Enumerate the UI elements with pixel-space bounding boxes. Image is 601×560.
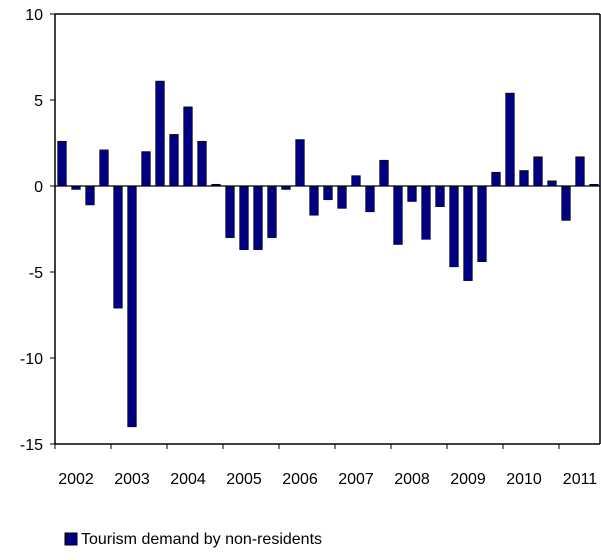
bar (435, 185, 445, 207)
y-tick-label: 10 (25, 7, 43, 24)
bar (463, 185, 473, 281)
bar (533, 156, 543, 187)
bar (561, 185, 571, 221)
bar (309, 185, 319, 216)
bar (239, 185, 249, 250)
bar (449, 185, 459, 268)
x-tick-label: 2009 (450, 471, 486, 488)
bar (505, 92, 515, 187)
bars-group (57, 80, 599, 428)
bar (379, 159, 389, 187)
x-axis: 2002 2003 2004 2005 2006 2007 2008 2009 2010 2011 (54, 444, 598, 488)
bar (113, 185, 123, 309)
bar (351, 175, 361, 187)
y-tick-label: -5 (29, 265, 43, 282)
x-tick-label: 2003 (114, 471, 150, 488)
bar (393, 185, 403, 245)
x-tick-label: 2008 (394, 471, 430, 488)
bar (169, 134, 179, 187)
bar (491, 171, 501, 187)
bar (421, 185, 431, 240)
y-axis: 10 5 0 -5 -10 -15 (20, 7, 55, 454)
x-tick-label: 2004 (170, 471, 206, 488)
bar (365, 185, 375, 213)
x-tick-label: 2010 (506, 471, 542, 488)
bar (197, 140, 207, 187)
x-tick-label: 2011 (563, 471, 598, 488)
bar (337, 185, 347, 209)
bar (477, 185, 487, 262)
bar (141, 151, 151, 187)
bar (127, 185, 137, 428)
x-tick-label: 2005 (226, 471, 262, 488)
y-tick-label: -15 (20, 437, 43, 454)
bar (99, 149, 109, 187)
bar (407, 185, 417, 202)
bar (547, 180, 557, 187)
bar (57, 140, 67, 187)
bar (295, 139, 305, 187)
y-tick-label: 5 (34, 93, 43, 110)
bar (85, 185, 95, 206)
x-tick-label: 2007 (338, 471, 374, 488)
y-tick-label: -10 (20, 351, 43, 368)
legend-label: Tourism demand by non-residents (81, 531, 322, 548)
bar (183, 106, 193, 187)
bar (519, 170, 529, 187)
legend: Tourism demand by non-residents (64, 531, 322, 548)
bar (323, 185, 333, 201)
plot-area (54, 13, 601, 445)
y-tick-label: 0 (34, 179, 43, 196)
x-tick-label: 2002 (58, 471, 94, 488)
bar (225, 185, 235, 238)
bar (267, 185, 277, 238)
bar (253, 185, 263, 250)
bar (155, 80, 165, 187)
bar (575, 156, 585, 187)
x-tick-label: 2006 (282, 471, 318, 488)
legend-swatch (64, 532, 78, 546)
